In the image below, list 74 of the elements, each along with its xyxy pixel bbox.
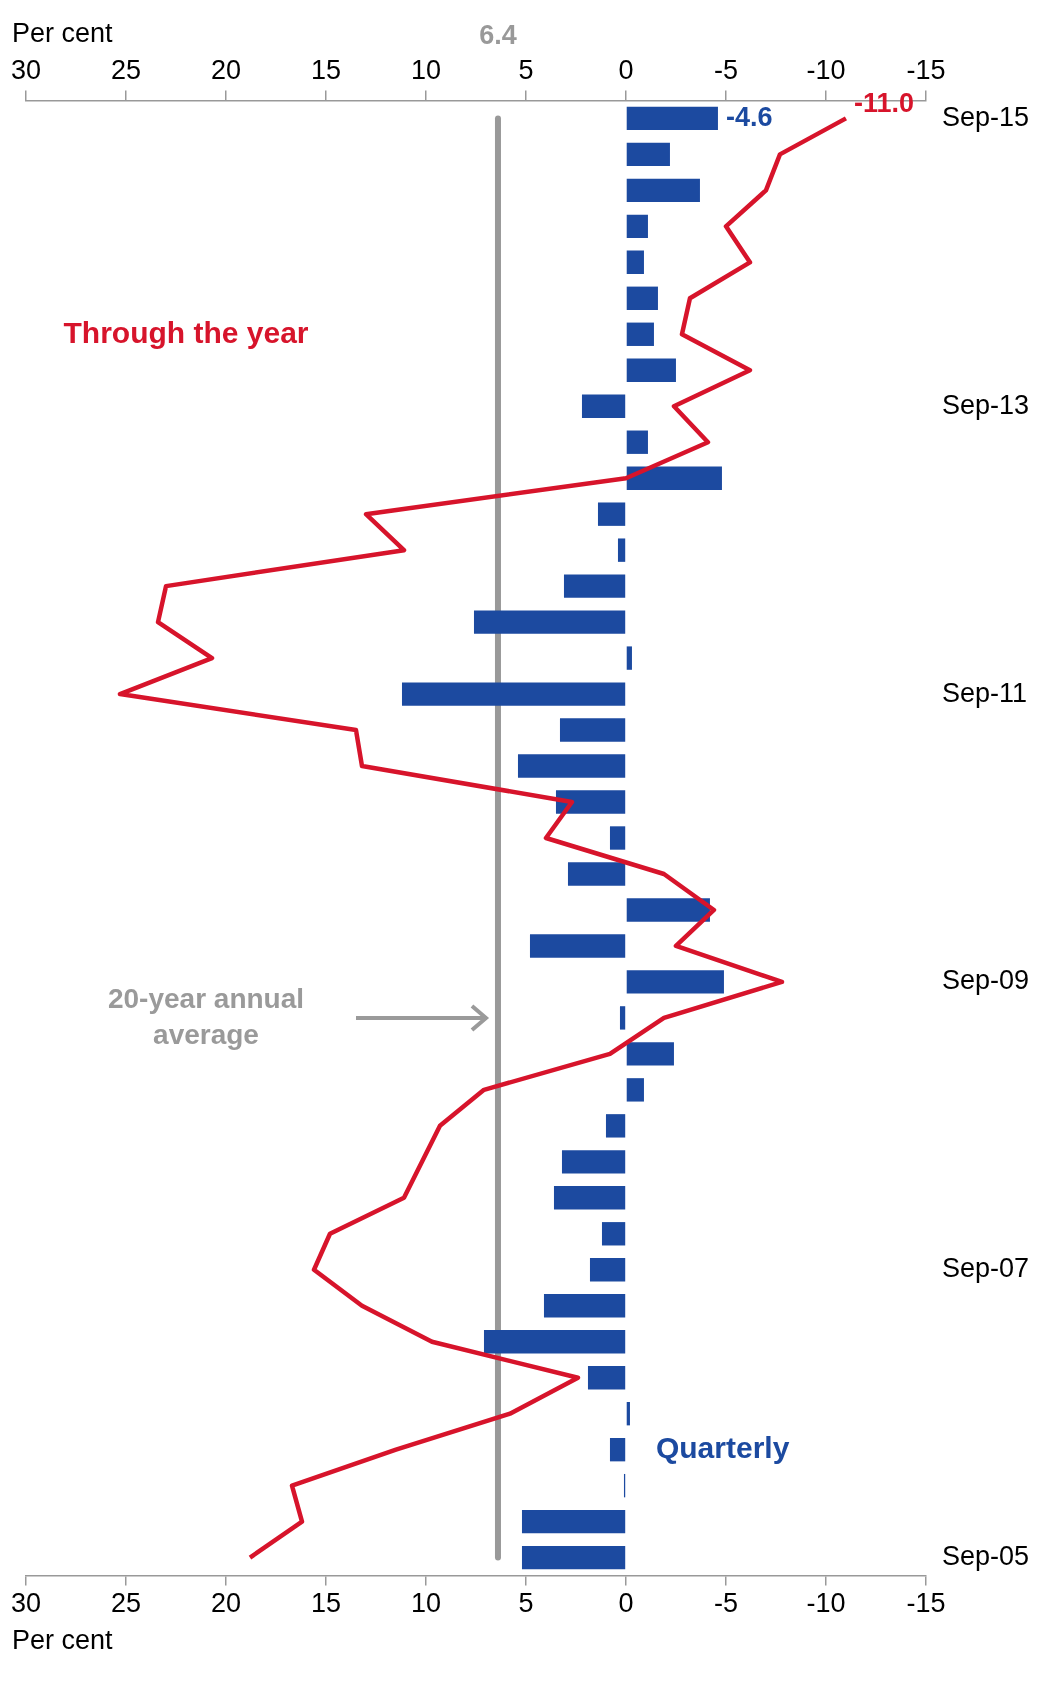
y-tick-label: Sep-13 <box>941 389 1030 420</box>
bar <box>626 214 648 239</box>
bar <box>517 754 626 778</box>
series-label: Quarterly <box>655 1430 790 1464</box>
x2-tick-label: -5 <box>713 54 738 85</box>
bar <box>626 250 644 275</box>
x2-axis-title: Per cent <box>12 17 114 48</box>
x-tick-label: -5 <box>713 1588 738 1619</box>
bar <box>626 466 722 490</box>
bar <box>626 646 632 670</box>
bar <box>563 574 626 598</box>
bar <box>529 934 626 958</box>
bar <box>626 106 718 131</box>
x-tick-label: 0 <box>618 1588 634 1619</box>
x-tick-label: 30 <box>10 1588 42 1619</box>
x2-tick-label: 5 <box>518 54 534 85</box>
bar <box>521 1509 626 1534</box>
x2-tick-label: -10 <box>806 54 846 85</box>
x-tick-label: -15 <box>906 1588 946 1619</box>
bar <box>567 862 626 886</box>
bar <box>401 682 626 706</box>
x-tick-label: 25 <box>110 1588 142 1619</box>
bar <box>626 178 700 203</box>
x2-tick-label: -15 <box>906 54 946 85</box>
y-tick-label: Sep-15 <box>941 101 1030 132</box>
x2-tick-label: 0 <box>618 54 634 85</box>
bar <box>543 1294 626 1318</box>
bar <box>626 970 724 994</box>
x2-tick-label: 30 <box>10 54 42 85</box>
bar <box>483 1330 626 1354</box>
bar <box>581 394 626 418</box>
bar <box>559 718 626 742</box>
annotation: 20-year annual average <box>107 982 305 1050</box>
x2-tick-label: 20 <box>210 54 242 85</box>
x-tick-label: 20 <box>210 1588 242 1619</box>
bar <box>605 1114 626 1138</box>
bar <box>589 1258 626 1282</box>
bar <box>626 1401 630 1426</box>
bar <box>626 430 648 454</box>
text: Through the year <box>63 315 309 349</box>
bar <box>473 610 626 634</box>
bar <box>521 1545 626 1570</box>
x2-tick-label: 25 <box>110 54 142 85</box>
y-tick-label: Sep-11 <box>941 677 1027 708</box>
bar <box>626 1042 674 1066</box>
x-tick-label: 5 <box>518 1588 534 1619</box>
data-label: -4.6 <box>725 101 773 132</box>
bar <box>553 1186 626 1210</box>
bar <box>626 1078 644 1102</box>
x-axis-title: Per cent <box>12 1624 114 1655</box>
x2-tick-label: 10 <box>410 54 441 85</box>
bar <box>626 142 670 167</box>
bar <box>597 502 626 526</box>
x-tick-label: -10 <box>806 1588 846 1619</box>
bar <box>601 1222 626 1246</box>
ref-line-label: 6.4 <box>479 19 517 50</box>
bar <box>609 826 626 850</box>
bar <box>626 286 658 310</box>
bar <box>609 1437 626 1462</box>
x2-tick-label: 15 <box>310 54 342 85</box>
bar <box>617 538 626 562</box>
bar <box>626 358 676 382</box>
bar <box>561 1150 626 1174</box>
x-tick-label: 10 <box>410 1588 441 1619</box>
bar <box>555 790 626 814</box>
y-tick-label: Sep-05 <box>941 1541 1030 1572</box>
y-tick-label: Sep-09 <box>941 965 1030 996</box>
data-label: -11.0 <box>853 87 915 118</box>
bar <box>626 898 710 922</box>
bar <box>619 1006 626 1030</box>
bar <box>626 322 654 346</box>
y-tick-label: Sep-07 <box>941 1253 1030 1284</box>
x-tick-label: 15 <box>310 1588 342 1619</box>
bar <box>587 1366 626 1390</box>
